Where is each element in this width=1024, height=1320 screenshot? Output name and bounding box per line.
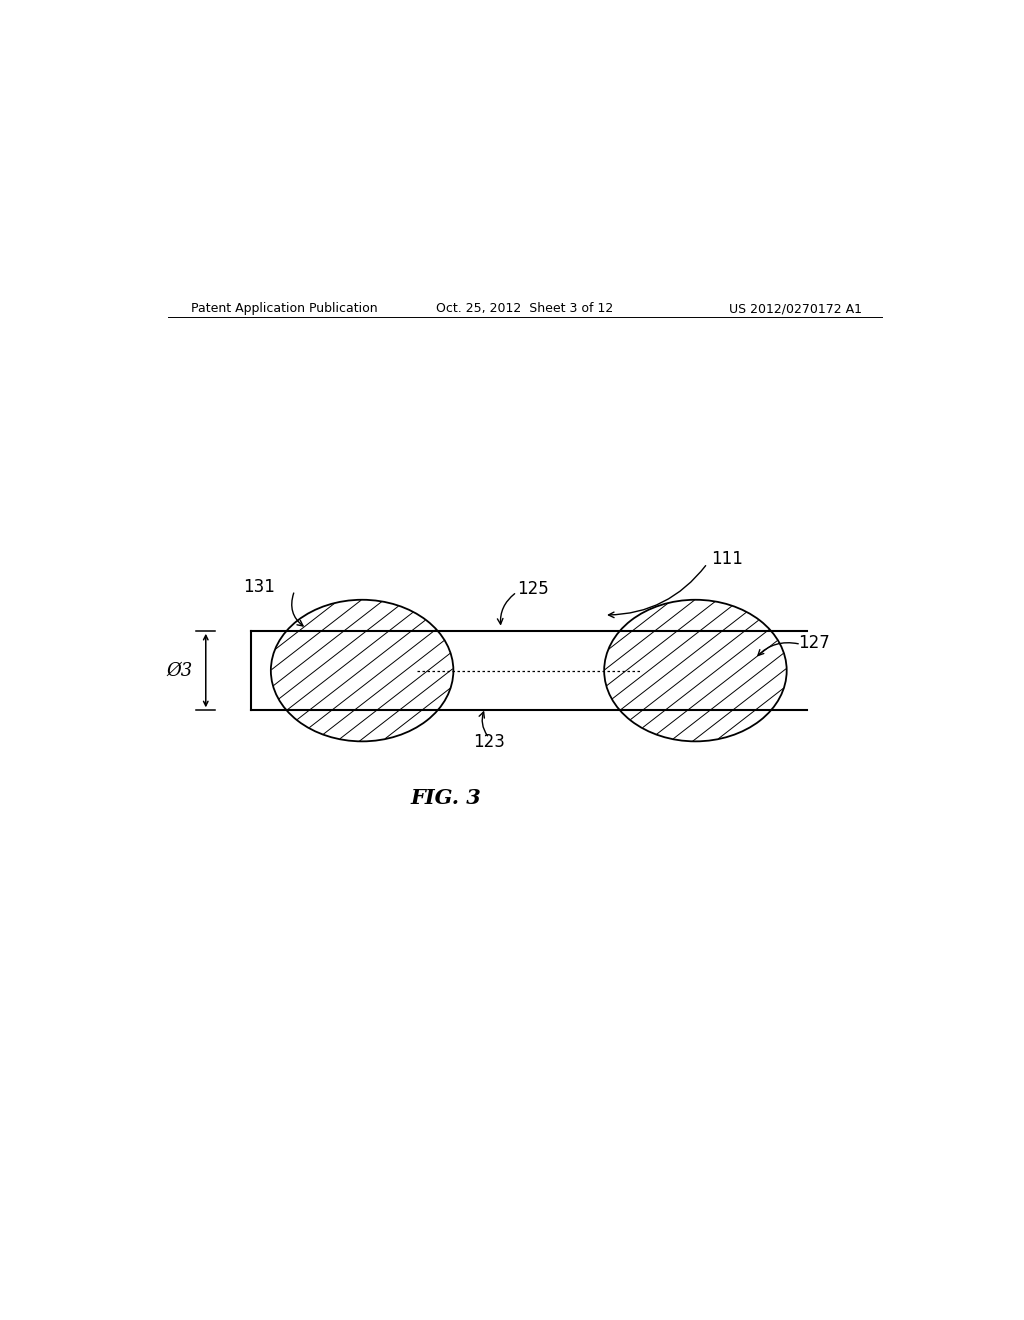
Text: Ø3: Ø3 xyxy=(167,661,194,680)
Ellipse shape xyxy=(270,599,454,742)
Ellipse shape xyxy=(604,599,786,742)
Text: US 2012/0270172 A1: US 2012/0270172 A1 xyxy=(729,302,862,315)
Text: 127: 127 xyxy=(799,634,830,652)
Text: FIG. 3: FIG. 3 xyxy=(410,788,481,808)
Text: 131: 131 xyxy=(243,578,274,597)
Text: 123: 123 xyxy=(473,733,505,751)
Text: Patent Application Publication: Patent Application Publication xyxy=(191,302,378,315)
Text: 111: 111 xyxy=(712,550,743,569)
Text: Oct. 25, 2012  Sheet 3 of 12: Oct. 25, 2012 Sheet 3 of 12 xyxy=(436,302,613,315)
Bar xyxy=(251,631,807,710)
Text: 125: 125 xyxy=(517,579,549,598)
